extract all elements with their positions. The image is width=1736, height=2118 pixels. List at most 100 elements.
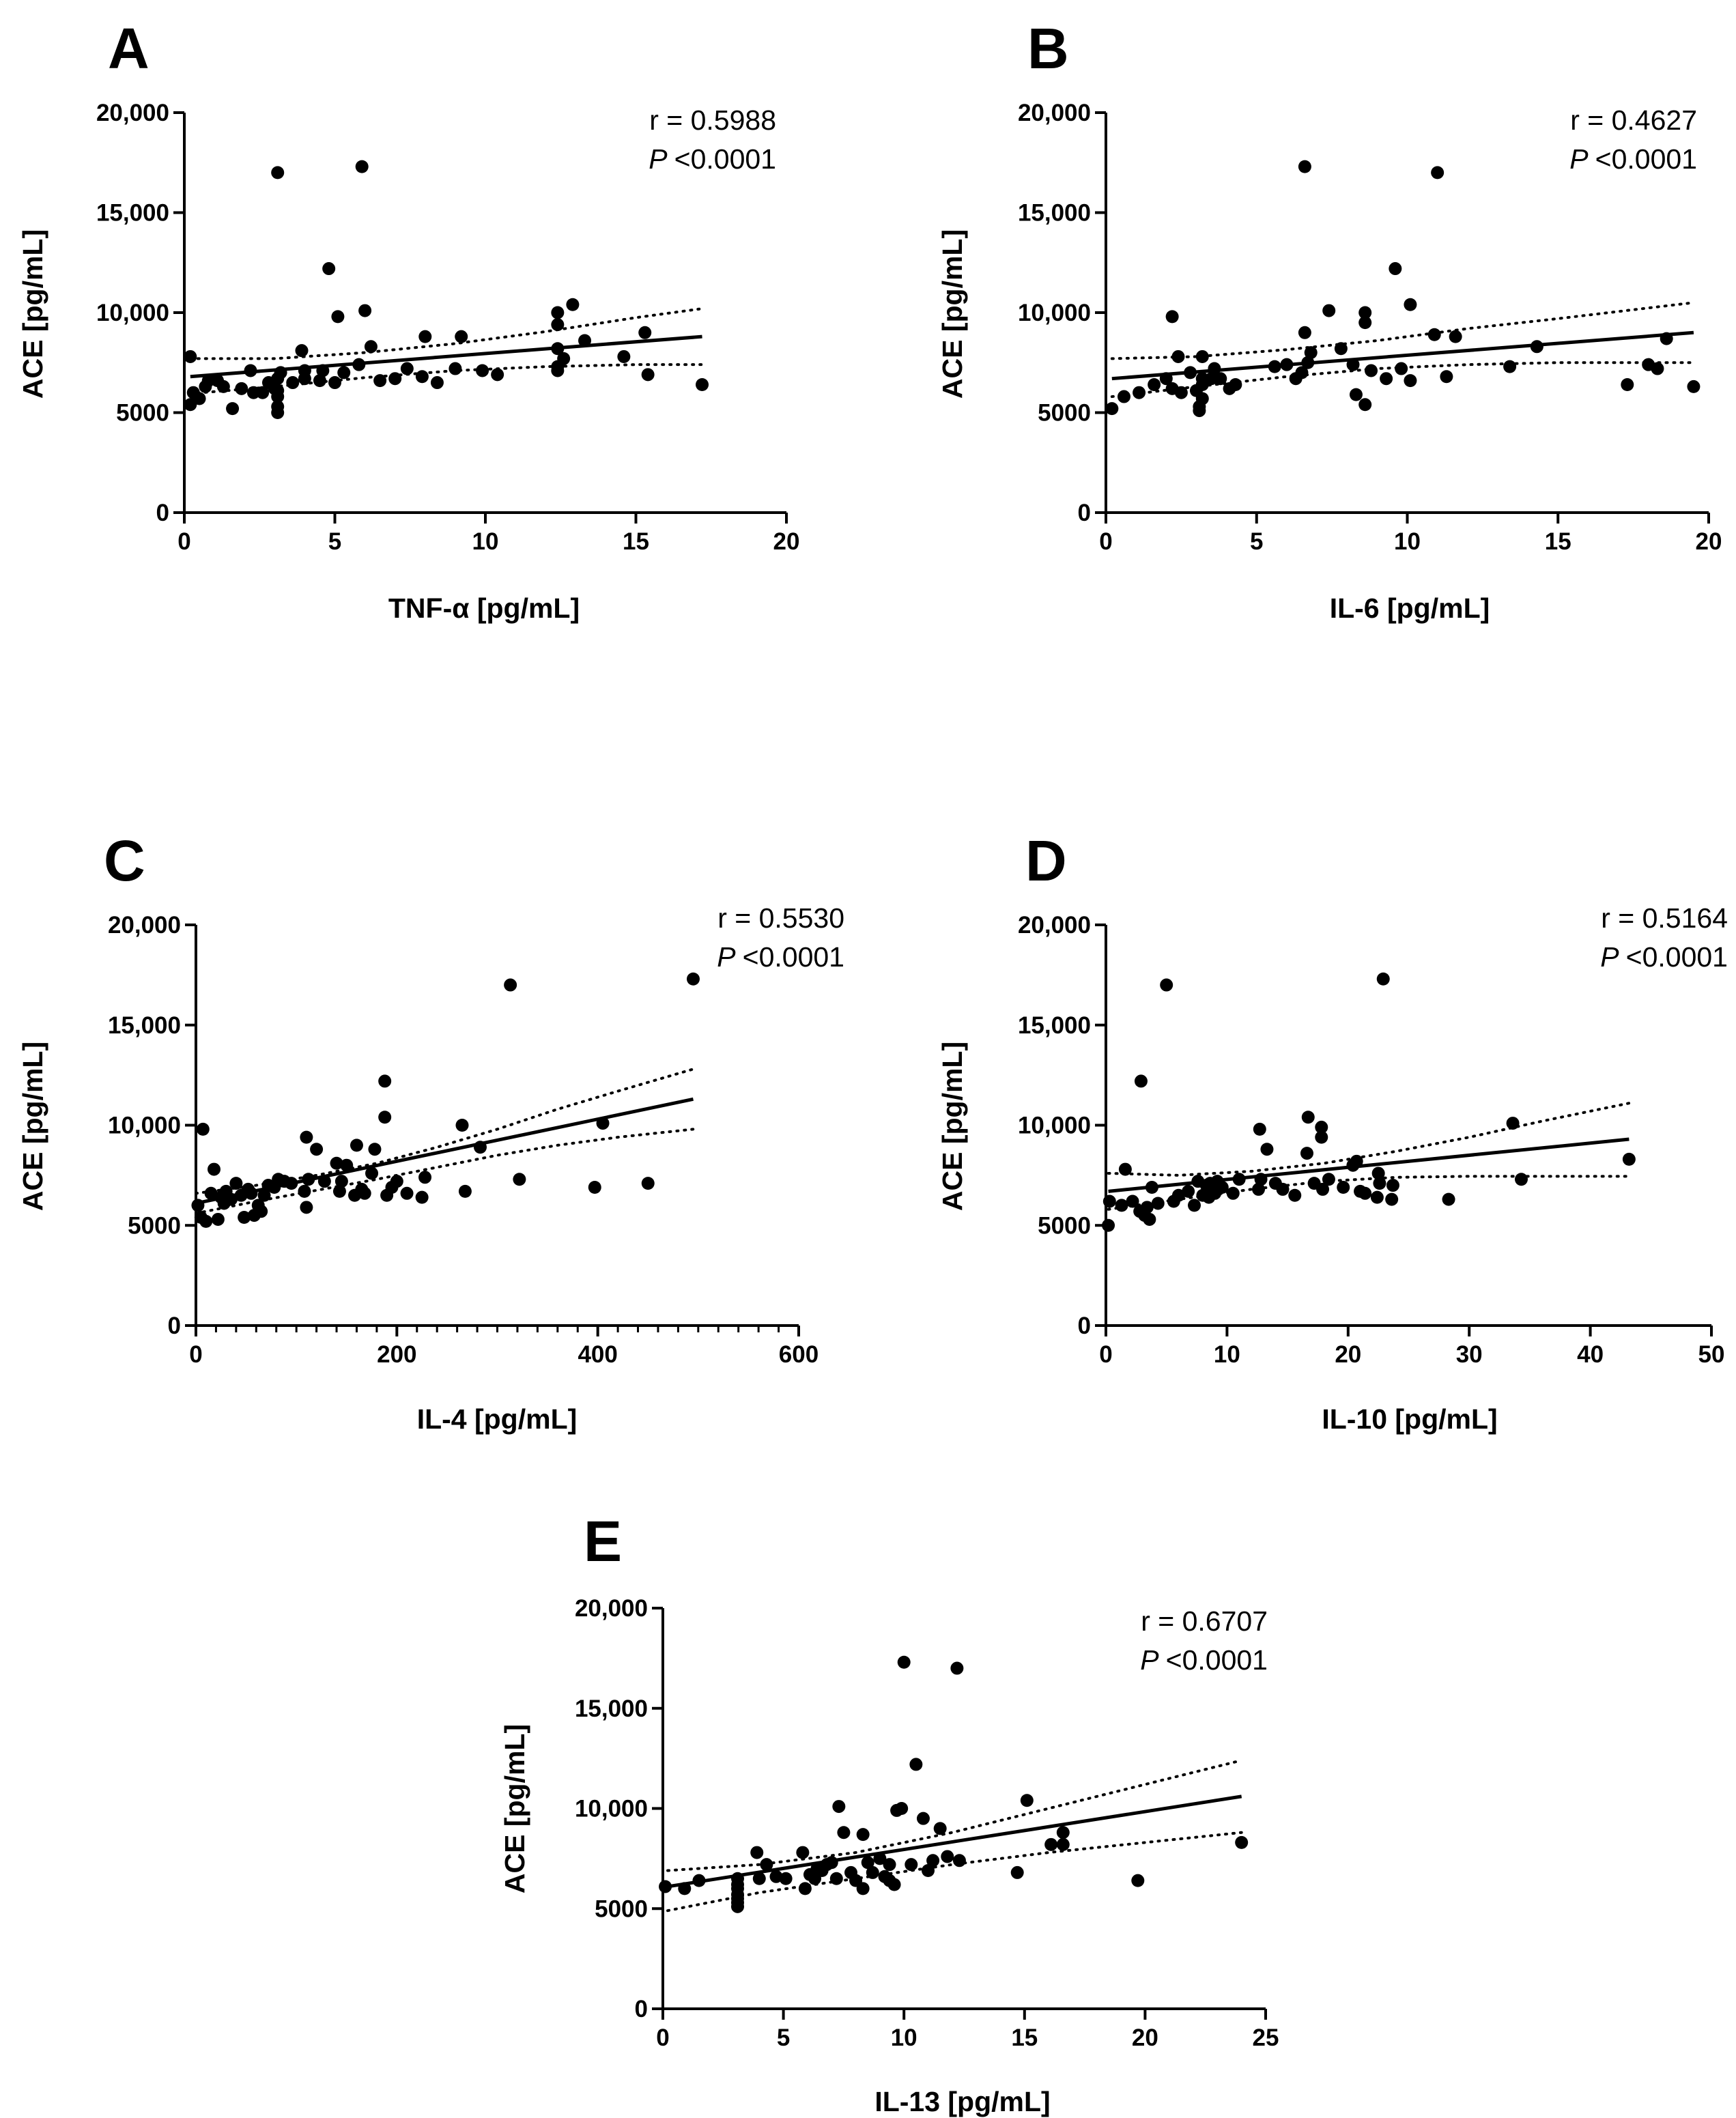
panel-b-data-point — [1358, 316, 1372, 330]
panel-b-data-point — [1171, 349, 1185, 363]
panel-d-data-point — [1188, 1199, 1201, 1212]
panel-a-data-point — [641, 368, 655, 382]
panel-d-p-symbol: P — [1600, 941, 1619, 973]
panel-e-data-point — [926, 1854, 940, 1867]
panel-a-data-point — [551, 342, 565, 356]
panel-c-data-point — [207, 1162, 220, 1176]
panel-c-data-point — [330, 1156, 343, 1170]
panel-c-data-point — [400, 1186, 414, 1200]
panel-c-data-point — [300, 1130, 313, 1144]
panel-d-data-point — [1252, 1182, 1266, 1196]
panel-d-y-tick-label: 0 — [1078, 1313, 1091, 1339]
panel-d-data-point — [1253, 1122, 1266, 1136]
panel-c-data-point — [340, 1158, 354, 1172]
panel-b-y-tick-label: 10,000 — [1018, 300, 1091, 326]
panel-d-data-point — [1276, 1182, 1290, 1196]
panel-a: A r = 0.5988 P <0.0001 0 5000 10,000 15,000 2… — [17, 16, 799, 624]
panel-d-data-point — [1322, 1173, 1335, 1186]
panel-e-data-point — [895, 1802, 909, 1815]
panel-a-data-point — [373, 374, 387, 388]
panel-a-p-number: <0.0001 — [674, 143, 776, 175]
panel-d-regression-line — [1108, 1137, 1630, 1193]
panel-a-data-point — [244, 364, 257, 377]
panel-d-data-point — [1370, 1190, 1384, 1204]
panel-b-x-tick-label: 10 — [1394, 528, 1421, 555]
panel-a-p-symbol: P — [649, 143, 668, 175]
panel-d-data-point — [1315, 1120, 1328, 1134]
panel-b-data-point — [1148, 377, 1161, 391]
panel-e-data-point — [1131, 1874, 1145, 1887]
panel-e-y-tick-label: 15,000 — [575, 1695, 648, 1722]
panel-b-ci-upper-line — [1110, 301, 1695, 360]
panel-e-data-point — [897, 1655, 911, 1669]
panel-b-letter: B — [1027, 16, 1069, 81]
panel-d-x-tick-label: 20 — [1335, 1341, 1361, 1368]
panel-d-data-point — [1182, 1184, 1195, 1198]
panel-b-x-tick-label: 0 — [1099, 528, 1112, 555]
panel-d-data-point — [1102, 1218, 1115, 1232]
panel-b-data-point — [1503, 360, 1517, 373]
panel-c-data-point — [368, 1143, 382, 1156]
panel-d-data-point — [1288, 1188, 1302, 1202]
panel-a-y-tick-label: 20,000 — [96, 100, 169, 126]
panel-c-data-point — [641, 1177, 655, 1190]
panel-a-y-tick-label: 15,000 — [96, 200, 169, 227]
panel-a-data-point — [271, 166, 285, 180]
panel-b-data-point — [1380, 372, 1393, 386]
panel-a-data-point — [313, 374, 326, 388]
panel-a-data-point — [388, 372, 402, 386]
panel-a-x-tick-label: 10 — [472, 528, 499, 555]
panel-e-data-point — [905, 1858, 918, 1872]
panel-d-data-point — [1316, 1182, 1330, 1196]
panel-c-data-point — [390, 1175, 403, 1188]
panel-c-data-point — [588, 1180, 601, 1194]
panel-d-x-axis-title: IL-10 [pg/mL] — [1322, 1403, 1497, 1435]
panel-b-p-number: <0.0001 — [1595, 143, 1697, 175]
panel-b-data-point — [1195, 392, 1209, 405]
panel-b-data-point — [1165, 310, 1179, 324]
panel-e-x-tick-label: 20 — [1132, 2024, 1158, 2051]
panel-e-data-point — [730, 1872, 744, 1885]
panel-d-data-point — [1442, 1192, 1455, 1206]
panel-a-data-point — [331, 310, 345, 324]
panel-a-data-point — [256, 386, 270, 399]
panel-e: E r = 0.6707 P <0.0001 0 5000 10,000 15,000 2… — [499, 1509, 1279, 2117]
panel-e-r-value: r = 0.6707 — [1141, 1605, 1268, 1637]
panel-d-data-point — [1204, 1177, 1217, 1190]
panel-b-data-point — [1301, 356, 1315, 369]
panel-b-data-point — [1195, 372, 1209, 386]
panel-e-p-number: <0.0001 — [1166, 1644, 1268, 1676]
panel-a-data-point — [476, 364, 489, 377]
panel-d-data-point — [1301, 1111, 1315, 1124]
panel-b-data-point — [1208, 362, 1221, 375]
panel-d-data-point — [1376, 972, 1390, 986]
panel-e-data-point — [952, 1854, 966, 1867]
panel-e-plot — [659, 1655, 1249, 1913]
panel-c-ci-upper-line — [195, 1068, 695, 1195]
panel-c-data-point — [204, 1186, 218, 1200]
panel-c-x-tick-label: 0 — [189, 1341, 202, 1368]
panel-e-x-tick-label: 25 — [1253, 2024, 1279, 2051]
panel-e-data-point — [678, 1882, 692, 1895]
panel-e-data-point — [760, 1858, 773, 1872]
panel-e-data-point — [659, 1880, 672, 1893]
panel-a-data-point — [226, 402, 240, 416]
panel-e-data-point — [832, 1800, 846, 1814]
panel-a-x-tick-label: 20 — [773, 528, 800, 555]
panel-c-data-point — [302, 1173, 315, 1186]
panel-c: C r = 0.5530 P <0.0001 0 5000 10,000 15,000 2… — [17, 829, 844, 1435]
panel-e-letter: E — [584, 1509, 622, 1573]
panel-d-p-value: P <0.0001 — [1600, 941, 1728, 973]
panel-e-p-symbol: P — [1140, 1644, 1159, 1676]
panel-a-plot — [184, 160, 709, 419]
panel-e-data-point — [779, 1872, 793, 1885]
panel-d-data-point — [1371, 1167, 1385, 1180]
panel-a-y-tick-label: 10,000 — [96, 300, 169, 326]
panel-b-data-point — [1229, 377, 1242, 391]
panel-b-x-axis-title: IL-6 [pg/mL] — [1330, 592, 1490, 624]
panel-b-data-point — [1651, 362, 1664, 375]
panel-c-y-tick-label: 10,000 — [108, 1113, 181, 1139]
panel-d-data-point — [1300, 1147, 1313, 1160]
panel-b-data-point — [1346, 358, 1360, 371]
panel-b-data-point — [1205, 372, 1219, 386]
